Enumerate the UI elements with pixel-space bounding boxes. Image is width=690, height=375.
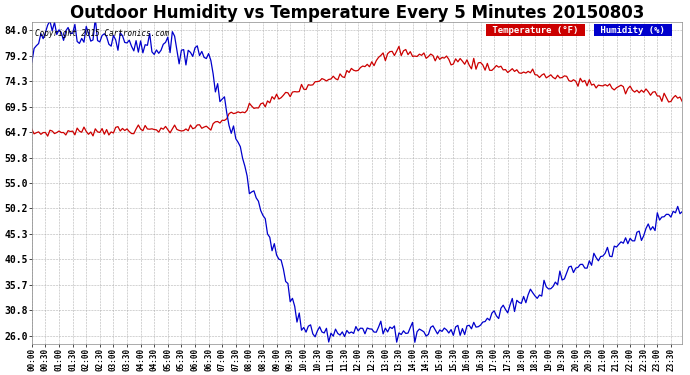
Text: Copyright 2015 Cartronics.com: Copyright 2015 Cartronics.com xyxy=(35,29,169,38)
Text: Humidity (%): Humidity (%) xyxy=(595,26,671,34)
Text: Temperature (°F): Temperature (°F) xyxy=(487,26,584,34)
Title: Outdoor Humidity vs Temperature Every 5 Minutes 20150803: Outdoor Humidity vs Temperature Every 5 … xyxy=(70,4,644,22)
